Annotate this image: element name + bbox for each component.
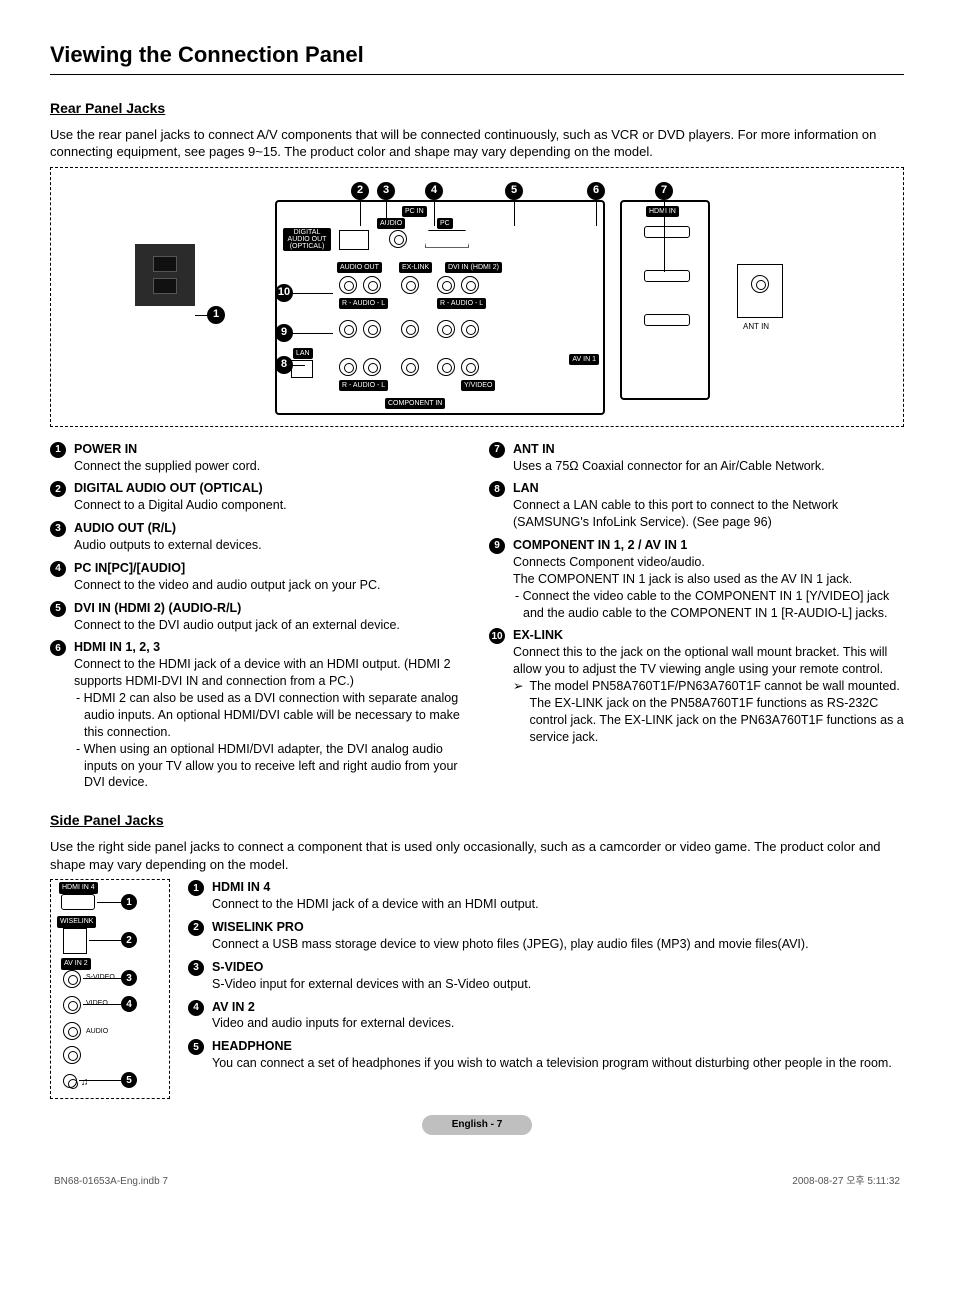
page-title: Viewing the Connection Panel <box>50 40 904 70</box>
rear-item: 5DVI IN (HDMI 2) (AUDIO-R/L)Connect to t… <box>50 600 465 634</box>
side-item: 5HEADPHONEYou can connect a set of headp… <box>188 1038 904 1072</box>
rear-item: 4PC IN[PC]/[AUDIO]Connect to the video a… <box>50 560 465 594</box>
rear-item: 10 EX-LINK Connect this to the jack on t… <box>489 627 904 745</box>
rear-item: 7ANT INUses a 75Ω Coaxial connector for … <box>489 441 904 475</box>
side-heading: Side Panel Jacks <box>50 811 904 830</box>
note-arrow-icon: ➢ <box>513 678 523 746</box>
rear-item: 8LANConnect a LAN cable to this port to … <box>489 480 904 531</box>
rear-item: 1POWER INConnect the supplied power cord… <box>50 441 465 475</box>
side-items: 1HDMI IN 4Connect to the HDMI jack of a … <box>188 879 904 1078</box>
rear-desc-columns: 1POWER INConnect the supplied power cord… <box>50 441 904 798</box>
rear-heading: Rear Panel Jacks <box>50 99 904 118</box>
side-item: 3S-VIDEOS-Video input for external devic… <box>188 959 904 993</box>
side-item: 1HDMI IN 4Connect to the HDMI jack of a … <box>188 879 904 913</box>
rear-diagram: 1 PC IN AUDIO PC DIGITAL AUDIO OUT (OPTI… <box>50 167 904 427</box>
rear-item: 2DIGITAL AUDIO OUT (OPTICAL)Connect to a… <box>50 480 465 514</box>
diagram-callout-9: 9 <box>275 324 293 342</box>
main-panel: PC IN AUDIO PC DIGITAL AUDIO OUT (OPTICA… <box>275 200 605 415</box>
diagram-callout-5: 5 <box>505 182 523 200</box>
diagram-callout-10: 10 <box>275 284 293 302</box>
side-intro: Use the right side panel jacks to connec… <box>50 838 904 873</box>
hdmi-panel: HDMI IN <box>620 200 710 400</box>
diagram-callout-7: 7 <box>655 182 673 200</box>
rear-col-left: 1POWER INConnect the supplied power cord… <box>50 441 465 798</box>
page-number-badge: English - 7 <box>422 1115 532 1135</box>
rear-intro: Use the rear panel jacks to connect A/V … <box>50 126 904 161</box>
ant-block <box>737 264 783 318</box>
side-row: HDMI IN 4 1 WISELINK 2 AV IN 2 S-VIDEO 3… <box>50 879 904 1099</box>
ant-label: ANT IN <box>743 322 769 333</box>
diagram-callout-2: 2 <box>351 182 369 200</box>
rear-item: 3AUDIO OUT (R/L)Audio outputs to externa… <box>50 520 465 554</box>
diagram-callout-6: 6 <box>587 182 605 200</box>
side-item: 2WISELINK PROConnect a USB mass storage … <box>188 919 904 953</box>
side-item: 4AV IN 2Video and audio inputs for exter… <box>188 999 904 1033</box>
diagram-callout-4: 4 <box>425 182 443 200</box>
rear-item: 9 COMPONENT IN 1, 2 / AV IN 1 Connects C… <box>489 537 904 621</box>
footer-right: 2008-08-27 오후 5:11:32 <box>792 1175 900 1189</box>
footer-left: BN68-01653A-Eng.indb 7 <box>54 1175 168 1189</box>
page-footer: BN68-01653A-Eng.indb 7 2008-08-27 오후 5:1… <box>50 1175 904 1189</box>
title-row: Viewing the Connection Panel <box>50 40 904 75</box>
diagram-callout-3: 3 <box>377 182 395 200</box>
rear-item: 6 HDMI IN 1, 2, 3 Connect to the HDMI ja… <box>50 639 465 791</box>
diagram-callout-1: 1 <box>207 306 225 324</box>
rear-col-right: 7ANT INUses a 75Ω Coaxial connector for … <box>489 441 904 798</box>
side-diagram: HDMI IN 4 1 WISELINK 2 AV IN 2 S-VIDEO 3… <box>50 879 170 1099</box>
power-block <box>135 244 195 306</box>
diagram-callout-8: 8 <box>275 356 293 374</box>
